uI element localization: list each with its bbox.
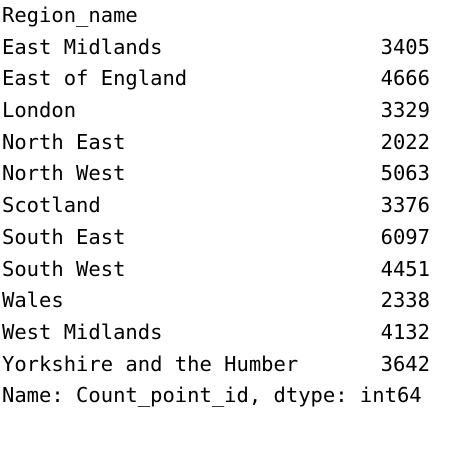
series-footer: Name: Count_point_id, dtype: int64 [2, 383, 422, 408]
index-name-header: Region_name [2, 3, 138, 27]
row-label: East Midlands [2, 34, 163, 59]
row-label: East of England [2, 66, 188, 91]
row-value: 4666 [380, 66, 430, 91]
series-row: South East 6097 [2, 222, 454, 254]
series-row: South West 4451 [2, 254, 454, 286]
row-label: South West [2, 256, 126, 281]
row-label: South East [2, 224, 126, 249]
series-output: Region_name East Midlands 3405 East of E… [2, 0, 454, 412]
row-value: 3642 [380, 351, 430, 376]
series-row: Yorkshire and the Humber 3642 [2, 349, 454, 381]
row-value: 3376 [380, 193, 430, 218]
row-value: 3329 [380, 98, 430, 123]
series-row: East of England 4666 [2, 63, 454, 95]
row-value: 5063 [380, 161, 430, 186]
row-label: Wales [2, 288, 64, 313]
row-value: 6097 [380, 224, 430, 249]
row-label: West Midlands [2, 319, 163, 344]
series-row: London 3329 [2, 95, 454, 127]
row-label: North East [2, 129, 126, 154]
row-value: 4132 [380, 319, 430, 344]
row-label: London [2, 98, 77, 123]
row-value: 4451 [380, 256, 430, 281]
row-label: North West [2, 161, 126, 186]
series-row: Scotland 3376 [2, 190, 454, 222]
series-row: West Midlands 4132 [2, 317, 454, 349]
row-label: Yorkshire and the Humber [2, 351, 299, 376]
row-value: 2338 [380, 288, 430, 313]
series-row: Wales 2338 [2, 285, 454, 317]
series-row: North East 2022 [2, 127, 454, 159]
row-value: 3405 [380, 34, 430, 59]
series-row: North West 5063 [2, 158, 454, 190]
row-value: 2022 [380, 129, 430, 154]
row-label: Scotland [2, 193, 101, 218]
series-row: East Midlands 3405 [2, 32, 454, 64]
